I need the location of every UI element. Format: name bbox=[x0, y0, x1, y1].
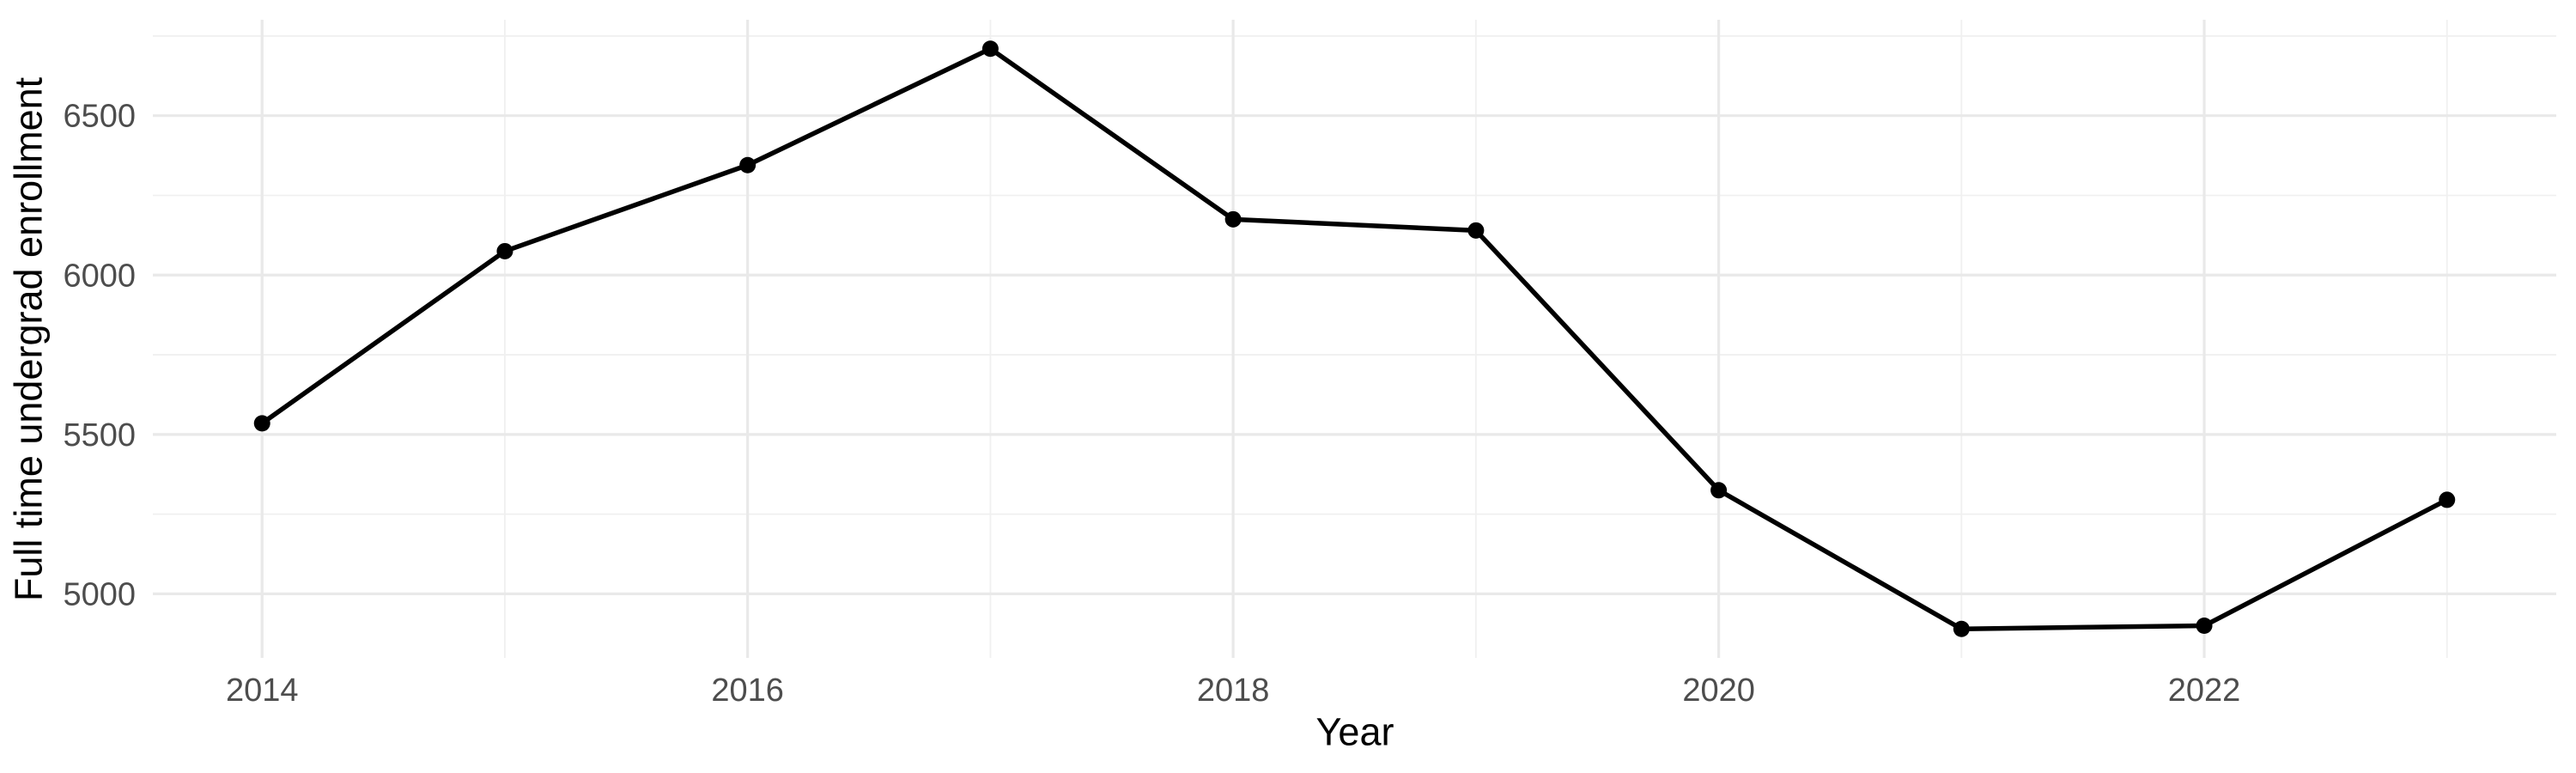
data-point bbox=[253, 415, 270, 432]
data-point bbox=[739, 156, 756, 173]
data-point bbox=[1224, 210, 1242, 228]
data-point bbox=[2196, 618, 2213, 635]
x-tick-label: 2016 bbox=[711, 673, 784, 709]
data-point bbox=[1467, 222, 1485, 239]
y-axis-title: Full time undergrad enrollment bbox=[6, 76, 51, 602]
y-tick-label: 5000 bbox=[63, 576, 136, 612]
x-tick-label: 2018 bbox=[1197, 673, 1270, 709]
x-axis-title: Year bbox=[1315, 709, 1394, 754]
x-tick-label: 2022 bbox=[2168, 673, 2241, 709]
data-point bbox=[1953, 620, 1970, 637]
y-tick-label: 6500 bbox=[63, 99, 136, 135]
data-point bbox=[981, 40, 999, 58]
x-tick-label: 2014 bbox=[226, 673, 299, 709]
data-point bbox=[496, 242, 513, 259]
x-tick-label: 2020 bbox=[1682, 673, 1755, 709]
y-tick-label: 5500 bbox=[63, 417, 136, 453]
data-point bbox=[1710, 482, 1728, 499]
enrollment-line bbox=[259, 46, 2450, 631]
data-point bbox=[2439, 491, 2456, 508]
y-tick-label: 6000 bbox=[63, 258, 136, 294]
